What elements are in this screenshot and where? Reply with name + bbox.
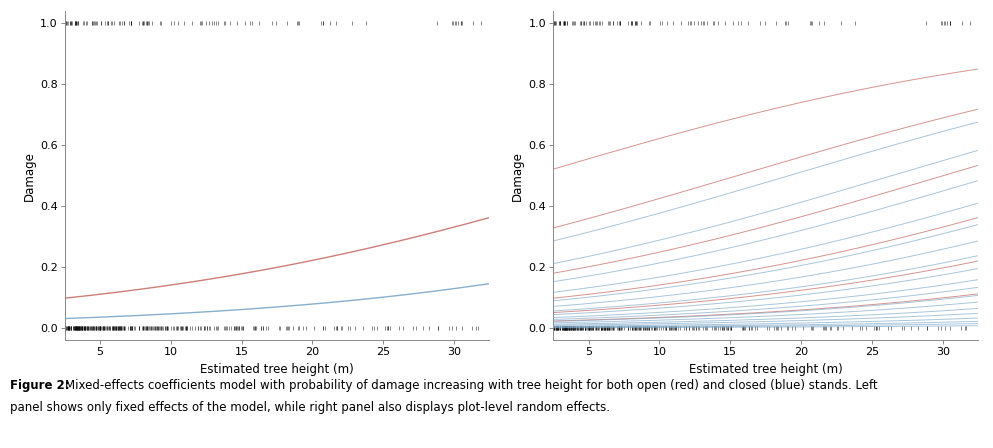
X-axis label: Estimated tree height (m): Estimated tree height (m) xyxy=(201,363,354,376)
X-axis label: Estimated tree height (m): Estimated tree height (m) xyxy=(689,363,842,376)
Y-axis label: Damage: Damage xyxy=(511,151,524,201)
Text: Figure 2:: Figure 2: xyxy=(10,379,73,392)
Text: Mixed-effects coefficients model with probability of damage increasing with tree: Mixed-effects coefficients model with pr… xyxy=(65,379,877,392)
Y-axis label: Damage: Damage xyxy=(23,151,36,201)
Text: panel shows only fixed effects of the model, while right panel also displays plo: panel shows only fixed effects of the mo… xyxy=(10,401,610,414)
